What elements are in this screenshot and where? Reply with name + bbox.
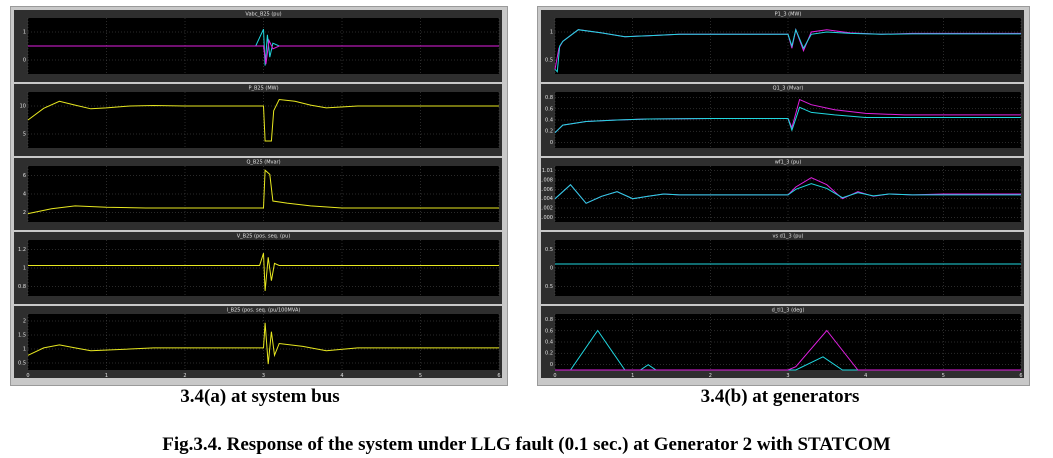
y-tick-label: 0.8 [545, 317, 553, 323]
x-tick-label: 1 [631, 373, 634, 378]
x-tick-label: 3 [262, 373, 265, 378]
scope-plot-a-1: 1 0 Vabc_B25 (pu) [14, 10, 502, 82]
x-tick-label: 2 [709, 373, 712, 378]
scope-plot-a-3: 6 4 2 Q_B25 (Mvar) [14, 158, 502, 230]
left-subcaption: 3.4(a) at system bus [180, 386, 340, 407]
scope-plot-b-5: 0.8 0.6 0.4 0.2 0 d_tl1_3 (deg) 0 1 2 3 4 5 6 [541, 306, 1024, 378]
scope-svg: 2 1.5 1 0.5 I_B25 (pos. seq. (pu/100MVA) 0 1 2 3… [14, 306, 502, 378]
scope-plot-b-1: 1 0.5 P1_3 (MW) [541, 10, 1024, 82]
scope-svg: 1 0.5 P1_3 (MW) [541, 10, 1024, 82]
scope-svg: 1 0 Vabc_B25 (pu) [14, 10, 502, 82]
series-line-cyan [554, 106, 1021, 134]
y-tick-label: 1.004 [541, 196, 553, 202]
figure-caption: Fig.3.4. Response of the system under LL… [162, 434, 891, 455]
y-tick-label: 1.008 [541, 178, 553, 184]
right-subcaption: 3.4(b) at generators [700, 386, 860, 407]
y-tick-label: 1.01 [542, 168, 553, 174]
y-tick-label: 1.000 [541, 215, 553, 221]
y-tick-label: 0 [23, 58, 26, 64]
scope-title: vs d1_3 (pu) [772, 234, 803, 240]
x-tick-label: 2 [183, 373, 186, 378]
y-tick-label: 0 [550, 362, 553, 368]
x-tick-label: 0 [553, 373, 556, 378]
series-line-yellow [27, 169, 499, 215]
scope-title: I_B25 (pos. seq. (pu/100MVA) [227, 308, 301, 314]
y-tick-label: 0.4 [545, 340, 553, 346]
series-line-yellow [27, 98, 499, 142]
y-tick-label: 2 [23, 210, 26, 216]
scope-title: wf1_3 (pu) [775, 160, 802, 166]
scope-plot-a-5: 2 1.5 1 0.5 I_B25 (pos. seq. (pu/100MVA) 0 1 2 3… [14, 306, 502, 378]
y-tick-label: 1 [23, 347, 26, 353]
series-line-magenta [28, 38, 499, 65]
x-tick-label: 6 [1019, 373, 1022, 378]
scope-svg: 6 4 2 Q_B25 (Mvar) [14, 158, 502, 230]
y-tick-label: 1.2 [18, 247, 26, 253]
y-tick-label: 1.006 [541, 187, 553, 193]
series-line-yellow [27, 322, 499, 365]
y-tick-label: 0.5 [18, 361, 26, 367]
scope-title: P1_3 (MW) [775, 12, 802, 18]
y-tick-label: 1 [23, 30, 26, 36]
scope-svg: 0.5 0 0.5 vs d1_3 (pu) [541, 232, 1024, 304]
y-tick-label: 10 [20, 104, 26, 110]
y-tick-label: 0 [550, 140, 553, 146]
scope-svg: 0.8 0.6 0.4 0.2 0 Q1_3 (Mvar) [541, 84, 1024, 156]
series-line-cyan [554, 28, 1021, 73]
series-line-magenta [555, 329, 1021, 371]
x-tick-label: 3 [786, 373, 789, 378]
y-tick-label: 0.4 [545, 118, 553, 124]
y-tick-label: 4 [23, 192, 26, 198]
y-tick-label: 1 [23, 266, 26, 272]
scope-title: V_B25 (pos. seq. (pu) [237, 234, 291, 240]
y-tick-label: 0 [550, 266, 553, 272]
y-tick-label: 5 [23, 132, 26, 138]
scope-title: P_B25 (MW) [248, 86, 278, 92]
y-tick-label: 0.6 [545, 106, 553, 112]
x-tick-label: 0 [26, 373, 29, 378]
x-tick-label: 4 [864, 373, 867, 378]
y-tick-label: 1 [550, 30, 553, 36]
scope-title: Q1_3 (Mvar) [773, 86, 804, 92]
y-tick-label: 1.5 [18, 333, 26, 339]
scope-plot-b-4: 0.5 0 0.5 vs d1_3 (pu) [541, 232, 1024, 304]
y-tick-label: 0.5 [545, 247, 553, 253]
y-tick-label: 0.5 [545, 284, 553, 290]
y-tick-label: 0.6 [545, 328, 553, 334]
x-tick-label: 5 [419, 373, 422, 378]
y-tick-label: 2 [23, 319, 26, 325]
x-tick-label: 6 [497, 373, 500, 378]
y-tick-label: 6 [23, 173, 26, 179]
y-tick-label: 0.5 [545, 58, 553, 64]
x-tick-label: 4 [340, 373, 343, 378]
x-tick-label: 1 [105, 373, 108, 378]
scope-svg: 0.8 0.6 0.4 0.2 0 d_tl1_3 (deg) 0 1 2 3 4 5 6 [541, 306, 1024, 378]
scope-title: d_tl1_3 (deg) [772, 308, 805, 314]
scope-svg: 1.2 1 0.8 V_B25 (pos. seq. (pu) [14, 232, 502, 304]
scope-plot-a-2: 10 5 P_B25 (MW) [14, 84, 502, 156]
scope-plot-a-4: 1.2 1 0.8 V_B25 (pos. seq. (pu) [14, 232, 502, 304]
y-tick-label: 0.8 [545, 95, 553, 101]
series-line-yellow [28, 253, 499, 291]
y-tick-label: 1.002 [541, 206, 553, 212]
scope-title: Q_B25 (Mvar) [246, 160, 280, 166]
scope-plot-b-2: 0.8 0.6 0.4 0.2 0 Q1_3 (Mvar) [541, 84, 1024, 156]
y-tick-label: 0.2 [545, 129, 553, 135]
scope-title: Vabc_B25 (pu) [245, 12, 281, 18]
series-line-cyan [554, 183, 1021, 204]
scope-plot-b-3: 1.01 1.008 1.006 1.004 1.002 1.000 wf1_3 (pu) [541, 158, 1024, 230]
x-tick-label: 5 [942, 373, 945, 378]
scope-svg: 1.01 1.008 1.006 1.004 1.002 1.000 wf1_3 (pu) [541, 158, 1024, 230]
y-tick-label: 0.2 [545, 351, 553, 357]
y-tick-label: 0.8 [18, 284, 26, 290]
scope-svg: 10 5 P_B25 (MW) [14, 84, 502, 156]
series-line-cyan [28, 28, 499, 66]
